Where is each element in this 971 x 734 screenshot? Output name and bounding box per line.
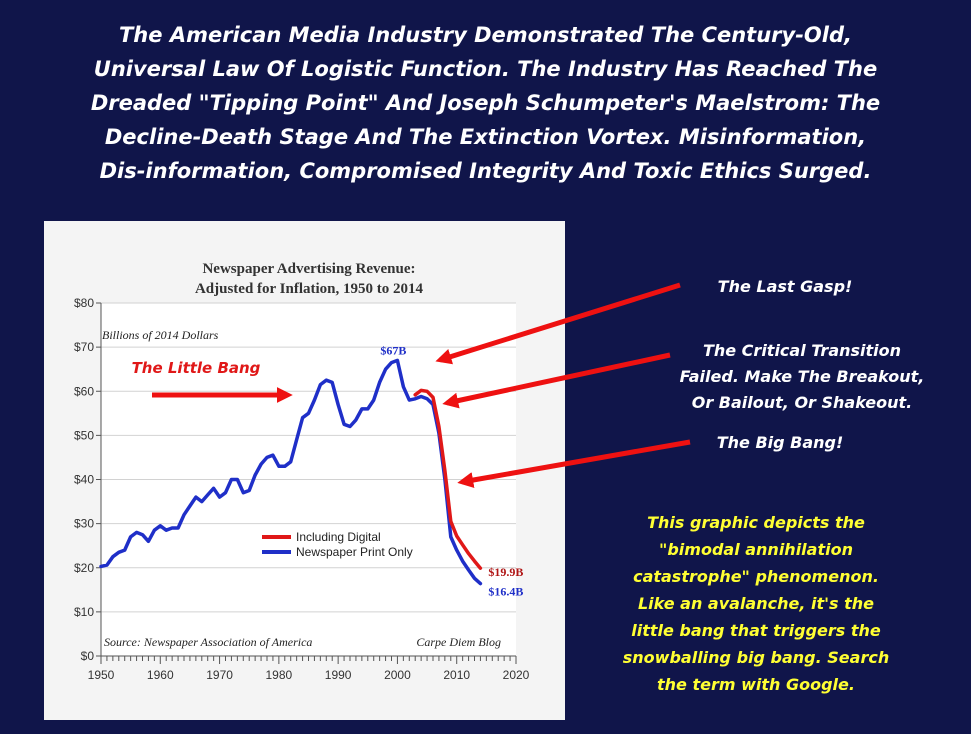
x-tick-label: 1990	[325, 668, 352, 682]
callout-line: The Critical Transition	[702, 341, 902, 360]
legend-label-print: Newspaper Print Only	[296, 545, 413, 559]
x-tick-label: 2000	[384, 668, 411, 682]
print-end-label: $16.4B	[488, 585, 523, 599]
headline-line: The American Media Industry Demonstrated…	[118, 23, 852, 47]
newspaper-revenue-chart: $0 $10 $20 $30 $40 $50 $60 $70 $80 1950 1960 1970 19…	[74, 261, 530, 682]
little-bang-label: The Little Bang	[132, 359, 261, 377]
callout-line: Failed. Make The Breakout,	[679, 367, 925, 386]
source-note: Source: Newspaper Association of America	[104, 635, 312, 649]
y-tick-label: $0	[81, 649, 95, 663]
chart-panel: $0 $10 $20 $30 $40 $50 $60 $70 $80 1950 1960 1970 19…	[44, 221, 565, 720]
headline: The American Media Industry Demonstrated…	[20, 18, 951, 188]
annotation-layer: $67B $19.9B $16.4B	[380, 343, 523, 598]
explanatory-note: This graphic depicts the "bimodal annihi…	[596, 509, 916, 698]
x-tick-label: 2020	[503, 668, 530, 682]
axis-layer: $0 $10 $20 $30 $40 $50 $60 $70 $80 1950 1960 1970 19…	[74, 296, 530, 682]
credit-note: Carpe Diem Blog	[416, 635, 501, 649]
headline-line: Dis-information, Compromised Integrity A…	[99, 159, 872, 183]
x-tick-label: 1960	[147, 668, 174, 682]
callout-line: Or Bailout, Or Shakeout.	[691, 393, 913, 412]
y-tick-label: $10	[74, 605, 94, 619]
headline-line: Decline-Death Stage And The Extinction V…	[104, 125, 867, 149]
note-line: the term with Google.	[657, 675, 855, 694]
x-tick-label: 2010	[443, 668, 470, 682]
x-tick-label: 1970	[206, 668, 233, 682]
series-line-print-only	[99, 358, 483, 586]
y-tick-label: $20	[74, 561, 94, 575]
note-line: snowballing big bang. Search	[622, 648, 890, 667]
y-tick-label: $50	[74, 428, 94, 442]
callout-line: The Last Gasp!	[717, 277, 853, 296]
note-line: "bimodal annihilation	[659, 540, 853, 559]
y-tick-label: $40	[74, 473, 94, 487]
y-tick-label: $60	[74, 384, 94, 398]
y-tick-label: $70	[74, 340, 94, 354]
series-line-including-digital	[413, 388, 483, 570]
headline-line: Universal Law Of Logistic Function. The …	[93, 57, 878, 81]
x-tick-label: 1980	[266, 668, 293, 682]
y-tick-label: $80	[74, 296, 94, 310]
chart-title-line-2: Adjusted for Inflation, 1950 to 2014	[195, 281, 424, 297]
note-line: catastrophe" phenomenon.	[633, 567, 879, 586]
y-tick-label: $30	[74, 517, 94, 531]
x-tick-label: 1950	[88, 668, 115, 682]
note-line: This graphic depicts the	[647, 513, 865, 532]
headline-line: Dreaded "Tipping Point" And Joseph Schum…	[90, 91, 881, 115]
note-line: little bang that triggers the	[631, 621, 881, 640]
chart-title-line-1: Newspaper Advertising Revenue:	[202, 261, 415, 277]
legend: Including Digital Newspaper Print Only	[262, 530, 413, 559]
digital-end-label: $19.9B	[488, 565, 523, 579]
peak-label: $67B	[380, 343, 406, 357]
callout-line: The Big Bang!	[716, 433, 844, 452]
callout-big-bang: The Big Bang!	[690, 430, 870, 456]
legend-label-digital: Including Digital	[296, 530, 381, 544]
series-layer	[99, 358, 483, 586]
callout-critical-transition: The Critical Transition Failed. Make The…	[642, 338, 962, 416]
note-line: Like an avalanche, it's the	[637, 594, 874, 613]
unit-label: Billions of 2014 Dollars	[102, 328, 219, 342]
callout-last-gasp: The Last Gasp!	[690, 274, 880, 300]
